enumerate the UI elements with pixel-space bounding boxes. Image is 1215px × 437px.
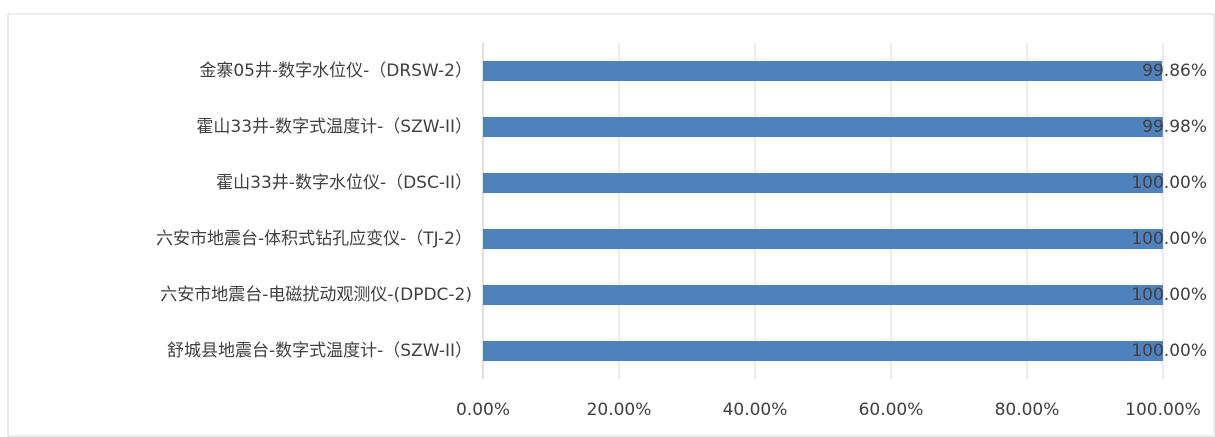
bar [483, 285, 1163, 305]
x-tick-label: 20.00% [587, 400, 652, 420]
bar [483, 341, 1163, 361]
data-label: 99.86% [1142, 61, 1207, 81]
bar [483, 173, 1163, 193]
y-tick-label: 霍山33井-数字水位仪-（DSC-II） [216, 173, 472, 193]
x-tick-label: 60.00% [859, 400, 924, 420]
x-tick-label: 0.00% [456, 400, 510, 420]
data-label: 99.98% [1142, 117, 1207, 137]
y-tick-label: 六安市地震台-电磁扰动观测仪-(DPDC-2) [160, 285, 472, 305]
data-label: 100.00% [1131, 285, 1207, 305]
y-tick-label: 舒城县地震台-数字式温度计-（SZW-II） [167, 341, 472, 361]
bar [483, 229, 1163, 249]
y-tick-label: 霍山33井-数字式温度计-（SZW-II） [196, 117, 472, 137]
data-label: 100.00% [1131, 341, 1207, 361]
data-label: 100.00% [1131, 173, 1207, 193]
bar [483, 61, 1163, 81]
x-tick-label: 40.00% [723, 400, 788, 420]
x-tick-label: 100.00% [1125, 400, 1201, 420]
bar [483, 117, 1163, 137]
y-tick-label: 金寨05井-数字水位仪-（DRSW-2） [199, 61, 472, 81]
x-tick-label: 80.00% [995, 400, 1060, 420]
y-tick-label: 六安市地震台-体积式钻孔应变仪-（TJ-2） [156, 229, 472, 249]
chart-frame [7, 13, 1215, 437]
data-label: 100.00% [1131, 229, 1207, 249]
